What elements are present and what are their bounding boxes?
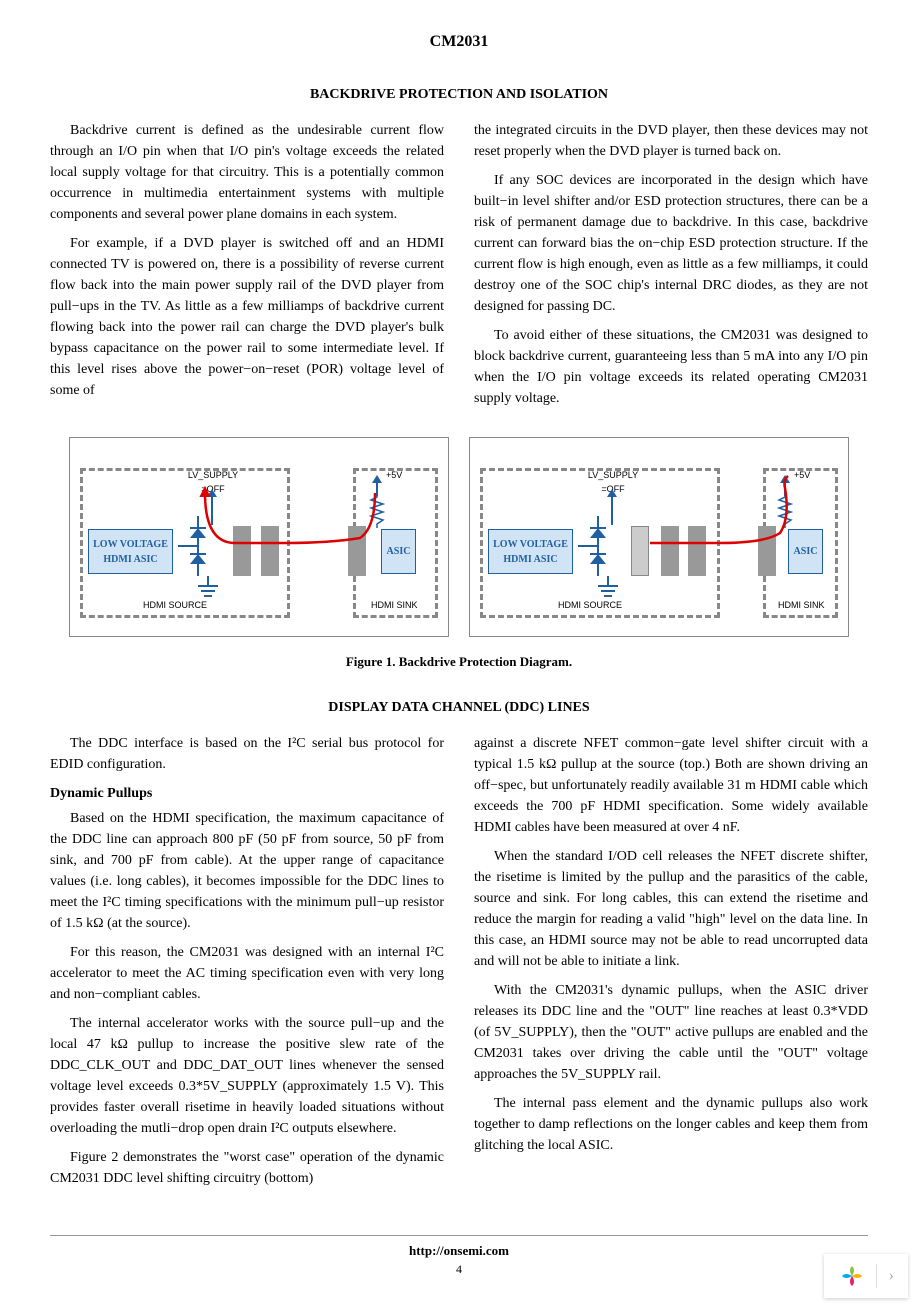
footer-url: http://onsemi.com xyxy=(50,1241,868,1261)
dynamic-pullups-heading: Dynamic Pullups xyxy=(50,783,444,804)
s2c1p2: Based on the HDMI specification, the max… xyxy=(50,808,444,934)
footer-divider xyxy=(50,1235,868,1236)
section1-columns: Backdrive current is defined as the unde… xyxy=(50,120,868,417)
red-backdrive-path-icon xyxy=(70,438,450,638)
diagram-right: LOW VOLTAGE HDMI ASIC LV_SUPPLY =OFF HDM… xyxy=(469,437,849,637)
section1-col1: Backdrive current is defined as the unde… xyxy=(50,120,444,417)
s2c1p3: For this reason, the CM2031 was designed… xyxy=(50,942,444,1005)
s1c2p1: the integrated circuits in the DVD playe… xyxy=(474,120,868,162)
figure1-caption: Figure 1. Backdrive Protection Diagram. xyxy=(50,652,868,672)
section1-col2: the integrated circuits in the DVD playe… xyxy=(474,120,868,417)
s2c2p2: When the standard I/OD cell releases the… xyxy=(474,846,868,972)
pager-widget: › xyxy=(824,1254,908,1298)
section2-col1: The DDC interface is based on the I²C se… xyxy=(50,733,444,1197)
pager-next-button[interactable]: › xyxy=(876,1264,894,1288)
figure1-area: LOW VOLTAGE HDMI ASIC LV_SUPPLY =OFF HDM… xyxy=(50,437,868,637)
s2c2p4: The internal pass element and the dynami… xyxy=(474,1093,868,1156)
s1c1p1: Backdrive current is defined as the unde… xyxy=(50,120,444,225)
s1c1p2: For example, if a DVD player is switched… xyxy=(50,233,444,401)
s1c2p3: To avoid either of these situations, the… xyxy=(474,325,868,409)
section2-col2: against a discrete NFET common−gate leve… xyxy=(474,733,868,1197)
s2c2p3: With the CM2031's dynamic pullups, when … xyxy=(474,980,868,1085)
s1c2p2: If any SOC devices are incorporated in t… xyxy=(474,170,868,317)
section2-title: DISPLAY DATA CHANNEL (DDC) LINES xyxy=(50,697,868,718)
section1-title: BACKDRIVE PROTECTION AND ISOLATION xyxy=(50,84,868,105)
section2-columns: The DDC interface is based on the I²C se… xyxy=(50,733,868,1197)
s2c1p1: The DDC interface is based on the I²C se… xyxy=(50,733,444,775)
red-blocked-path-icon xyxy=(470,438,850,638)
page-header: CM2031 xyxy=(50,30,868,54)
pager-logo-icon xyxy=(838,1262,866,1290)
page-footer: http://onsemi.com 4 xyxy=(50,1227,868,1279)
s2c2p1: against a discrete NFET common−gate leve… xyxy=(474,733,868,838)
page-number: 4 xyxy=(50,1260,868,1278)
s2c1p4: The internal accelerator works with the … xyxy=(50,1013,444,1139)
diagram-left: LOW VOLTAGE HDMI ASIC LV_SUPPLY =OFF HDM… xyxy=(69,437,449,637)
s2c1p5: Figure 2 demonstrates the "worst case" o… xyxy=(50,1147,444,1189)
